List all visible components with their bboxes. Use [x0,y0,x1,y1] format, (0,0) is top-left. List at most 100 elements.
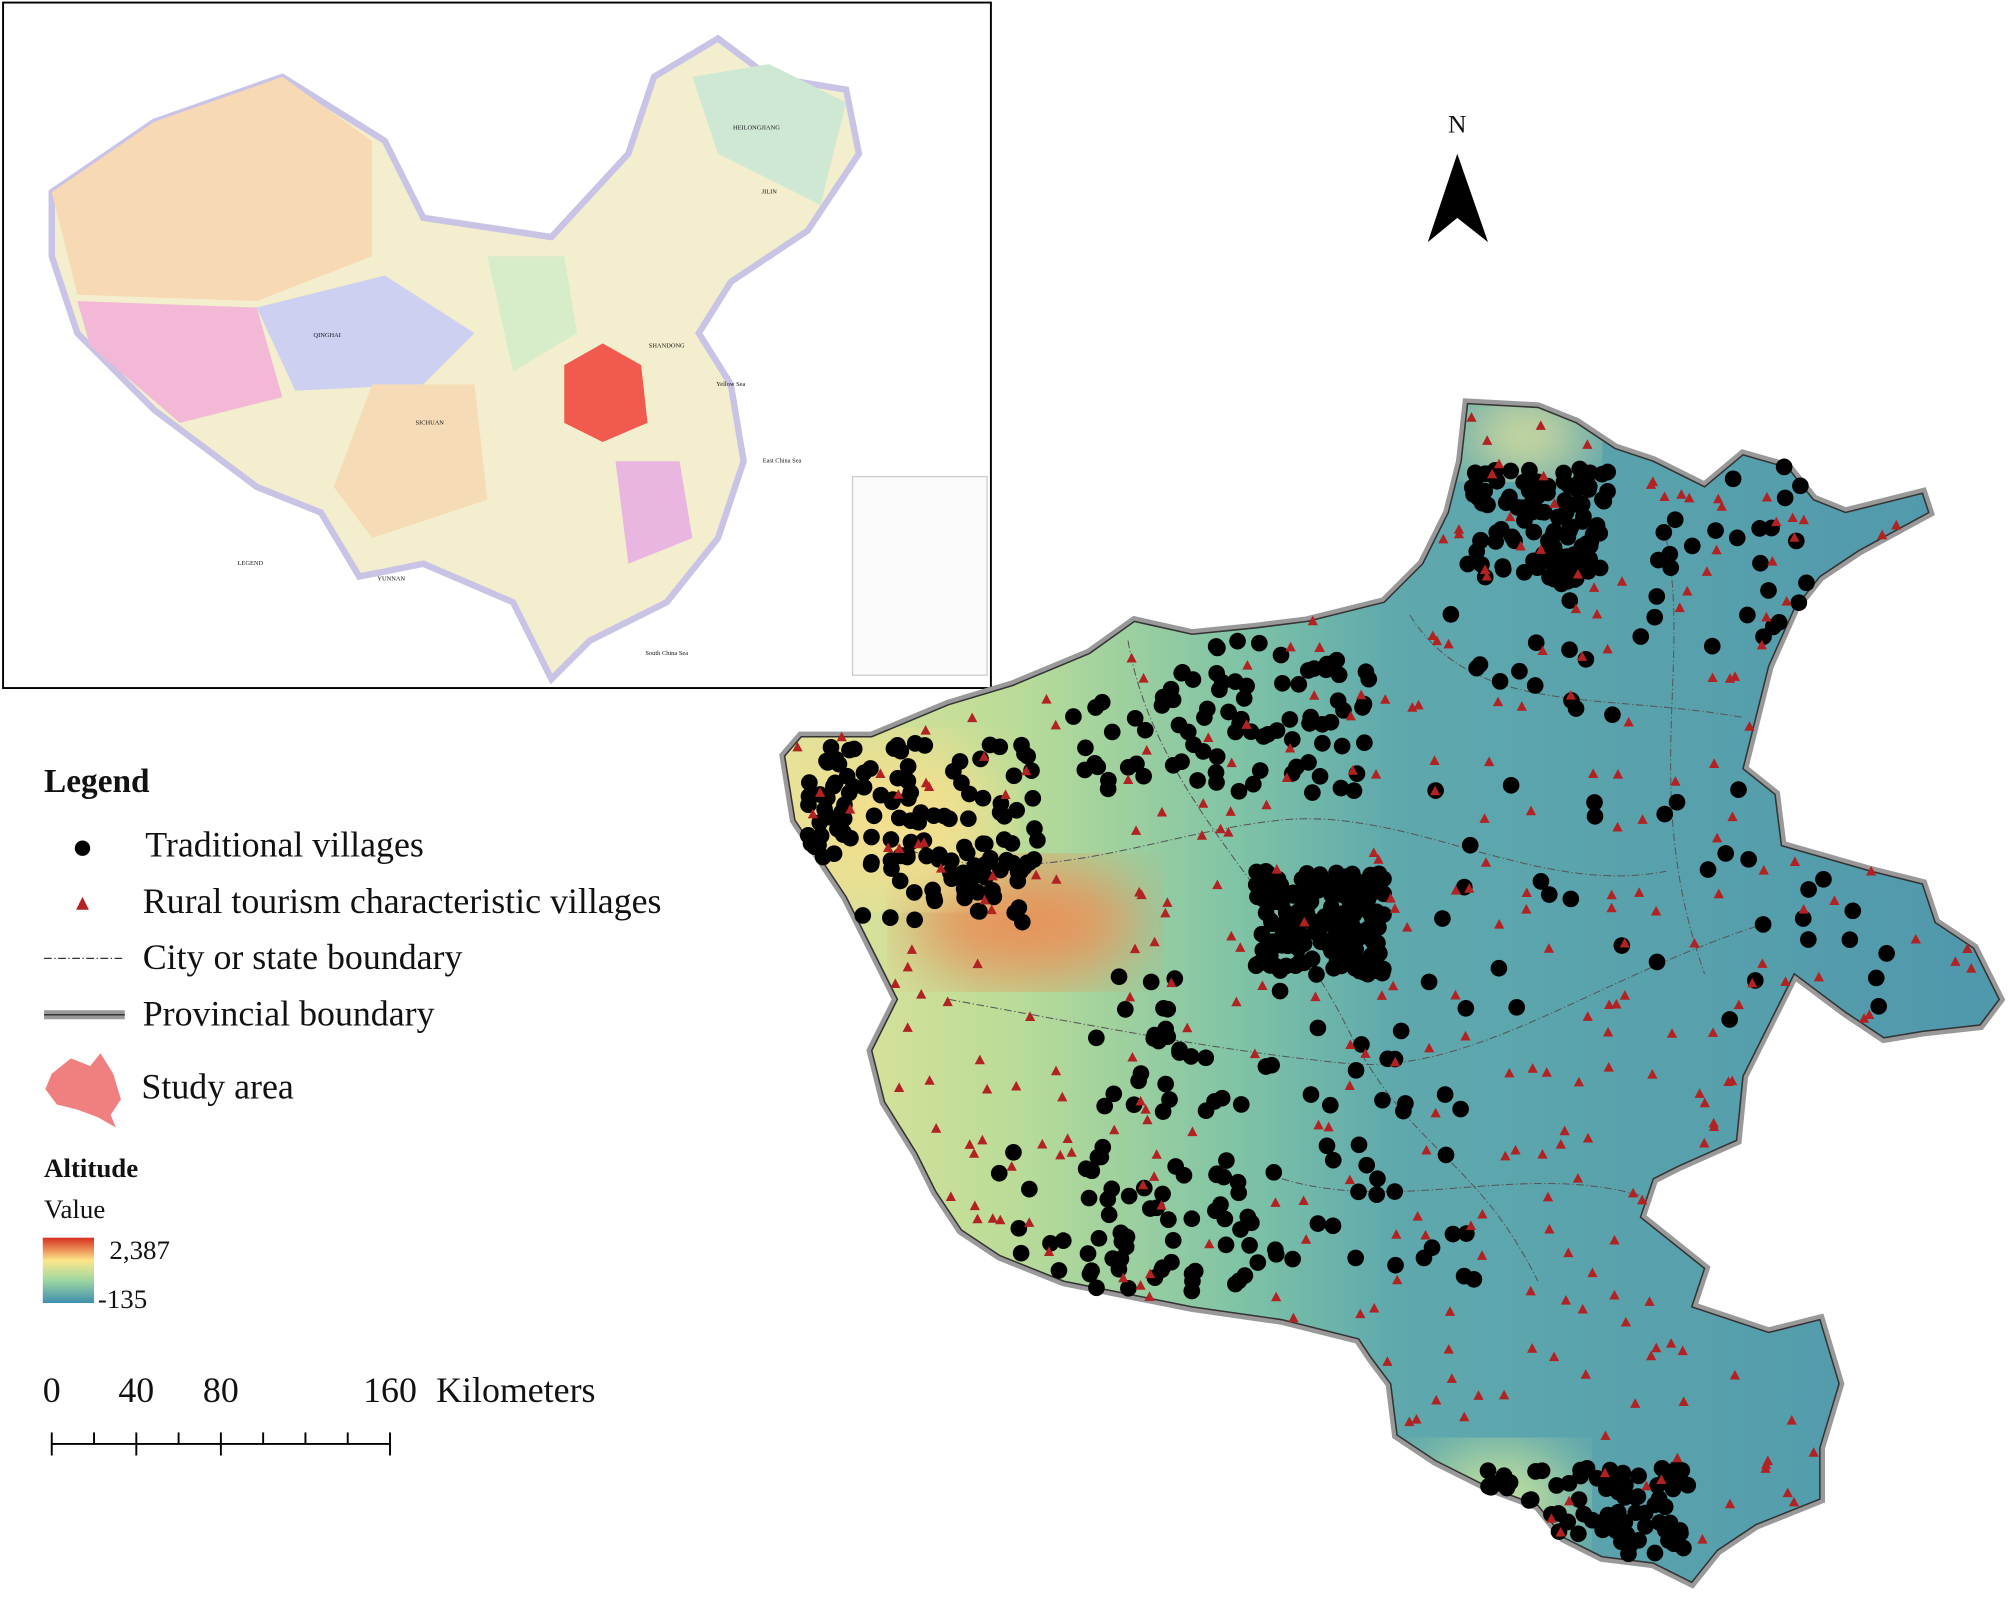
tourism-village [1708,1117,1719,1128]
traditional-village [1775,458,1793,476]
traditional-village [1386,1183,1404,1200]
traditional-village [1599,463,1617,481]
traditional-village [1305,660,1323,677]
tourism-village [1156,1200,1167,1210]
traditional-village [1547,524,1565,542]
traditional-village [1110,968,1128,986]
traditional-village [1502,462,1520,480]
tourism-village [1382,1356,1393,1366]
traditional-village [956,838,973,856]
tourism-village [1021,765,1032,776]
traditional-village [1054,1232,1072,1249]
tourism-village [1443,1343,1454,1354]
tourism-village [1389,903,1400,913]
tourism-village [1701,566,1713,576]
traditional-village [1368,1186,1386,1203]
traditional-village [1154,688,1172,706]
traditional-village [1206,1093,1223,1110]
tourism-village [1345,710,1356,721]
tourism-village [1055,1149,1066,1160]
traditional-village [1100,1206,1118,1224]
traditional-village [1208,1166,1225,1184]
tourism-village [1587,1267,1598,1278]
traditional-village [1703,637,1721,655]
tourism-village [1486,468,1498,479]
traditional-village [951,753,969,770]
tourism-village [1149,936,1160,947]
tourism-village [1212,879,1223,890]
tourism-village [845,804,856,814]
tourism-village [1460,1030,1471,1041]
tourism-village [1498,1389,1510,1400]
traditional-village [1794,910,1812,927]
tourism-village [1493,458,1505,469]
traditional-village [1251,634,1268,652]
tourism-village [883,842,894,853]
traditional-village [1578,537,1596,555]
tourism-village [924,1075,935,1085]
traditional-village [1257,942,1275,959]
tourism-village [1307,615,1318,626]
traditional-village [1050,1262,1068,1279]
traditional-village [1568,480,1586,498]
tourism-village [1612,768,1624,779]
tourism-village [1565,689,1577,700]
tourism-village [1699,1137,1710,1148]
tourism-village [968,1148,980,1158]
tourism-village [1424,1042,1435,1053]
province [692,64,847,205]
traditional-village [1160,1211,1177,1228]
province [487,256,578,372]
traditional-village [1316,908,1334,925]
traditional-village [1161,1091,1178,1108]
traditional-village [1815,870,1832,888]
traditional-village [1321,1096,1339,1114]
tourism-village [1544,1223,1555,1234]
tourism-village [1672,1452,1683,1463]
traditional-village [1229,632,1246,650]
tourism-village [935,863,947,873]
tourism-village [995,1214,1006,1225]
traditional-village [1699,861,1717,878]
scale-label: 160 [363,1370,417,1410]
legend-item: Traditional villages [145,824,424,864]
tourism-village [1504,1067,1515,1078]
traditional-village [1103,1180,1121,1198]
tourism-village [1373,854,1384,864]
tourism-village [1465,1220,1477,1231]
tourism-village [1138,672,1149,683]
traditional-village [960,810,977,828]
traditional-village [1539,484,1556,502]
tourism-village [1676,489,1687,499]
traditional-village [1637,1518,1654,1535]
tourism-village [1808,1447,1819,1457]
traditional-village [1522,1491,1540,1508]
inset-label: HEILONGJIANG [733,125,780,132]
tourism-village [1130,825,1142,835]
traditional-village [1197,1049,1215,1067]
tourism-village [1145,1268,1156,1279]
traditional-village [1570,1491,1588,1508]
traditional-village [1636,1504,1654,1522]
traditional-village [1347,1062,1365,1079]
traditional-village [1268,722,1286,739]
traditional-village [1309,1019,1327,1037]
village-points [792,412,1977,1563]
traditional-village [1157,1075,1174,1093]
traditional-village [1525,523,1543,541]
traditional-village [990,1164,1008,1182]
traditional-village [1020,854,1038,871]
traditional-village [1241,1237,1258,1254]
tourism-village [890,978,901,989]
tourism-village [1744,721,1755,731]
tourism-village [1560,1295,1572,1305]
tourism-village [1525,1285,1536,1296]
legend-item: City or state boundary [143,937,463,977]
traditional-village [1235,690,1253,707]
traditional-village [1184,1272,1201,1290]
tourism-village [1109,1124,1120,1135]
traditional-village [1029,831,1046,849]
traditional-village [801,774,818,791]
traditional-village [1655,524,1673,541]
tourism-village [1142,1114,1153,1125]
